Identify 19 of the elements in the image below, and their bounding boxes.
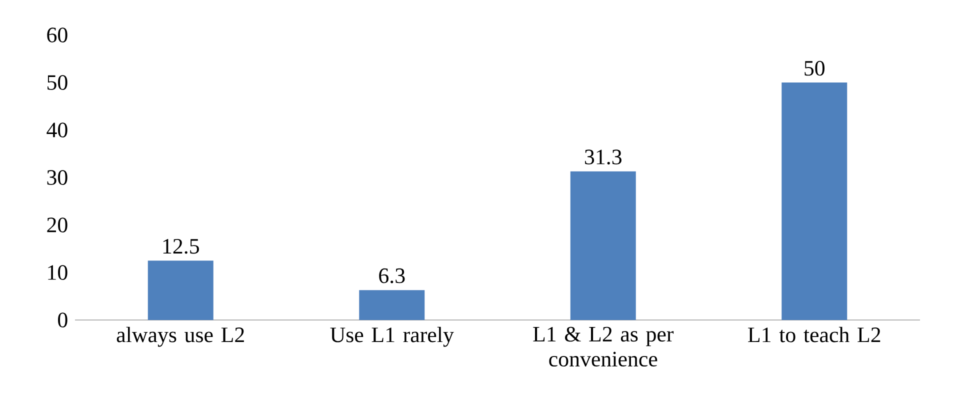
x-tick-label: L1 to teach L2 bbox=[748, 326, 880, 342]
data-label: 6.3 bbox=[379, 268, 405, 284]
y-tick-label: 30 bbox=[47, 170, 68, 185]
bar bbox=[570, 171, 636, 320]
x-tick-label: Use L1 rarely bbox=[330, 326, 454, 347]
bar bbox=[782, 82, 848, 320]
y-tick-label: 0 bbox=[58, 312, 68, 328]
x-tick-label: L1 & L2 as per convenience bbox=[533, 326, 674, 367]
y-tick-label: 10 bbox=[48, 265, 68, 280]
y-tick-label: 50 bbox=[48, 75, 68, 90]
bar bbox=[148, 260, 214, 320]
y-tick-label: 20 bbox=[47, 218, 68, 232]
data-label: 50 bbox=[804, 60, 825, 76]
data-label: 12.5 bbox=[163, 238, 199, 254]
y-tick-label: 60 bbox=[47, 28, 68, 42]
bar bbox=[359, 290, 425, 320]
y-tick-label: 40 bbox=[46, 122, 68, 138]
x-tick-label: always use L2 bbox=[116, 326, 244, 347]
data-label: 31.3 bbox=[584, 150, 622, 164]
